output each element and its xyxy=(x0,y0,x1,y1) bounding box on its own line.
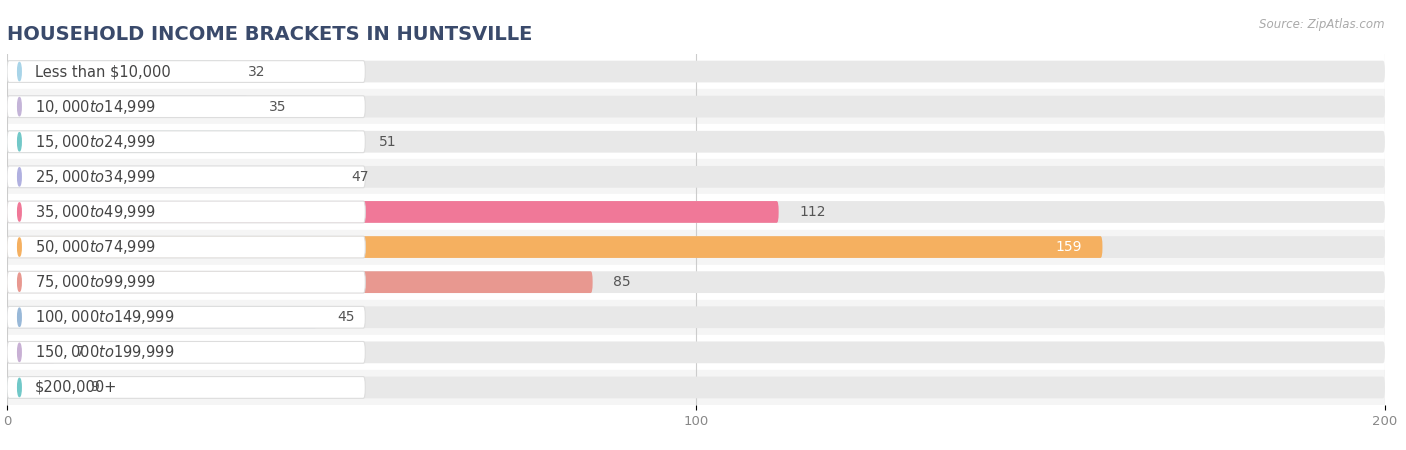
Text: 35: 35 xyxy=(269,99,287,114)
Bar xyxy=(7,124,1385,159)
Text: $50,000 to $74,999: $50,000 to $74,999 xyxy=(35,238,156,256)
FancyBboxPatch shape xyxy=(7,342,55,363)
Text: 159: 159 xyxy=(1056,240,1081,254)
FancyBboxPatch shape xyxy=(7,342,1385,363)
Text: Less than $10,000: Less than $10,000 xyxy=(35,64,170,79)
Bar xyxy=(7,265,1385,300)
Text: $25,000 to $34,999: $25,000 to $34,999 xyxy=(35,168,156,186)
FancyBboxPatch shape xyxy=(7,306,318,328)
FancyBboxPatch shape xyxy=(7,377,366,398)
FancyBboxPatch shape xyxy=(7,61,228,82)
Bar xyxy=(7,54,1385,89)
FancyBboxPatch shape xyxy=(7,131,359,153)
Bar xyxy=(7,230,1385,265)
Text: $10,000 to $14,999: $10,000 to $14,999 xyxy=(35,98,156,116)
Bar xyxy=(7,335,1385,370)
FancyBboxPatch shape xyxy=(7,166,1385,188)
FancyBboxPatch shape xyxy=(7,271,1385,293)
FancyBboxPatch shape xyxy=(7,377,1385,398)
Circle shape xyxy=(18,63,21,81)
Circle shape xyxy=(18,238,21,256)
FancyBboxPatch shape xyxy=(7,236,366,258)
Text: Source: ZipAtlas.com: Source: ZipAtlas.com xyxy=(1260,18,1385,31)
Circle shape xyxy=(18,203,21,221)
Text: HOUSEHOLD INCOME BRACKETS IN HUNTSVILLE: HOUSEHOLD INCOME BRACKETS IN HUNTSVILLE xyxy=(7,25,533,44)
FancyBboxPatch shape xyxy=(7,271,593,293)
FancyBboxPatch shape xyxy=(7,306,1385,328)
Circle shape xyxy=(18,378,21,396)
Text: $100,000 to $149,999: $100,000 to $149,999 xyxy=(35,308,174,326)
FancyBboxPatch shape xyxy=(7,96,249,117)
FancyBboxPatch shape xyxy=(7,236,1102,258)
Circle shape xyxy=(18,98,21,116)
FancyBboxPatch shape xyxy=(7,131,1385,153)
Circle shape xyxy=(18,343,21,361)
FancyBboxPatch shape xyxy=(7,342,366,363)
Text: 9: 9 xyxy=(90,380,98,395)
Circle shape xyxy=(18,308,21,326)
Text: $75,000 to $99,999: $75,000 to $99,999 xyxy=(35,273,156,291)
FancyBboxPatch shape xyxy=(7,166,366,188)
FancyBboxPatch shape xyxy=(7,96,366,117)
FancyBboxPatch shape xyxy=(7,271,366,293)
FancyBboxPatch shape xyxy=(7,236,1385,258)
Text: $35,000 to $49,999: $35,000 to $49,999 xyxy=(35,203,156,221)
Text: 7: 7 xyxy=(76,345,84,360)
Bar xyxy=(7,370,1385,405)
FancyBboxPatch shape xyxy=(7,166,330,188)
FancyBboxPatch shape xyxy=(7,61,366,82)
FancyBboxPatch shape xyxy=(7,96,1385,117)
FancyBboxPatch shape xyxy=(7,201,1385,223)
Text: $200,000+: $200,000+ xyxy=(35,380,117,395)
Circle shape xyxy=(18,168,21,186)
Circle shape xyxy=(18,133,21,151)
FancyBboxPatch shape xyxy=(7,377,69,398)
FancyBboxPatch shape xyxy=(7,201,779,223)
Bar xyxy=(7,194,1385,230)
FancyBboxPatch shape xyxy=(7,306,366,328)
Text: 45: 45 xyxy=(337,310,356,324)
Text: 32: 32 xyxy=(249,64,266,79)
Bar xyxy=(7,300,1385,335)
Text: 47: 47 xyxy=(352,170,368,184)
Text: $15,000 to $24,999: $15,000 to $24,999 xyxy=(35,133,156,151)
Text: 85: 85 xyxy=(613,275,631,289)
Text: 51: 51 xyxy=(380,135,396,149)
Bar xyxy=(7,89,1385,124)
FancyBboxPatch shape xyxy=(7,131,366,153)
FancyBboxPatch shape xyxy=(7,61,1385,82)
Text: $150,000 to $199,999: $150,000 to $199,999 xyxy=(35,343,174,361)
FancyBboxPatch shape xyxy=(7,201,366,223)
Bar xyxy=(7,159,1385,194)
Circle shape xyxy=(18,273,21,291)
Text: 112: 112 xyxy=(800,205,825,219)
